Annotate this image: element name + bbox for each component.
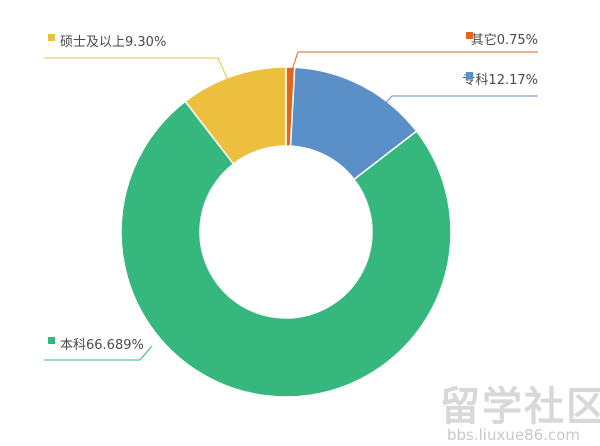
slice-label-0: 其它0.75%	[471, 32, 538, 48]
slice-swatch-0	[466, 32, 473, 39]
slice-swatch-3	[48, 34, 55, 41]
leader-line-3	[44, 57, 229, 81]
watermark: 留学社区 bbs.liuxue86.com	[440, 384, 600, 444]
slice-label-1: 专科12.17%	[462, 73, 538, 88]
leader-line-0	[291, 51, 538, 71]
leader-line-1	[369, 95, 538, 121]
leader-line-2	[44, 345, 153, 361]
watermark-sub-text: bbs.liuxue86.com	[447, 426, 580, 444]
slice-swatch-2	[48, 337, 55, 344]
slice-swatch-1	[466, 72, 473, 79]
slice-labels: 其它0.75% 专科12.17% 本科66.689% 硕士及以上9.30%	[44, 32, 538, 361]
slice-label-3: 硕士及以上9.30%	[60, 35, 166, 50]
donut-slices	[120, 66, 452, 398]
slice-label-2: 本科66.689%	[60, 338, 144, 353]
slice-2	[120, 100, 452, 398]
watermark-main-text: 留学社区	[440, 384, 600, 430]
slice-3	[184, 66, 287, 165]
